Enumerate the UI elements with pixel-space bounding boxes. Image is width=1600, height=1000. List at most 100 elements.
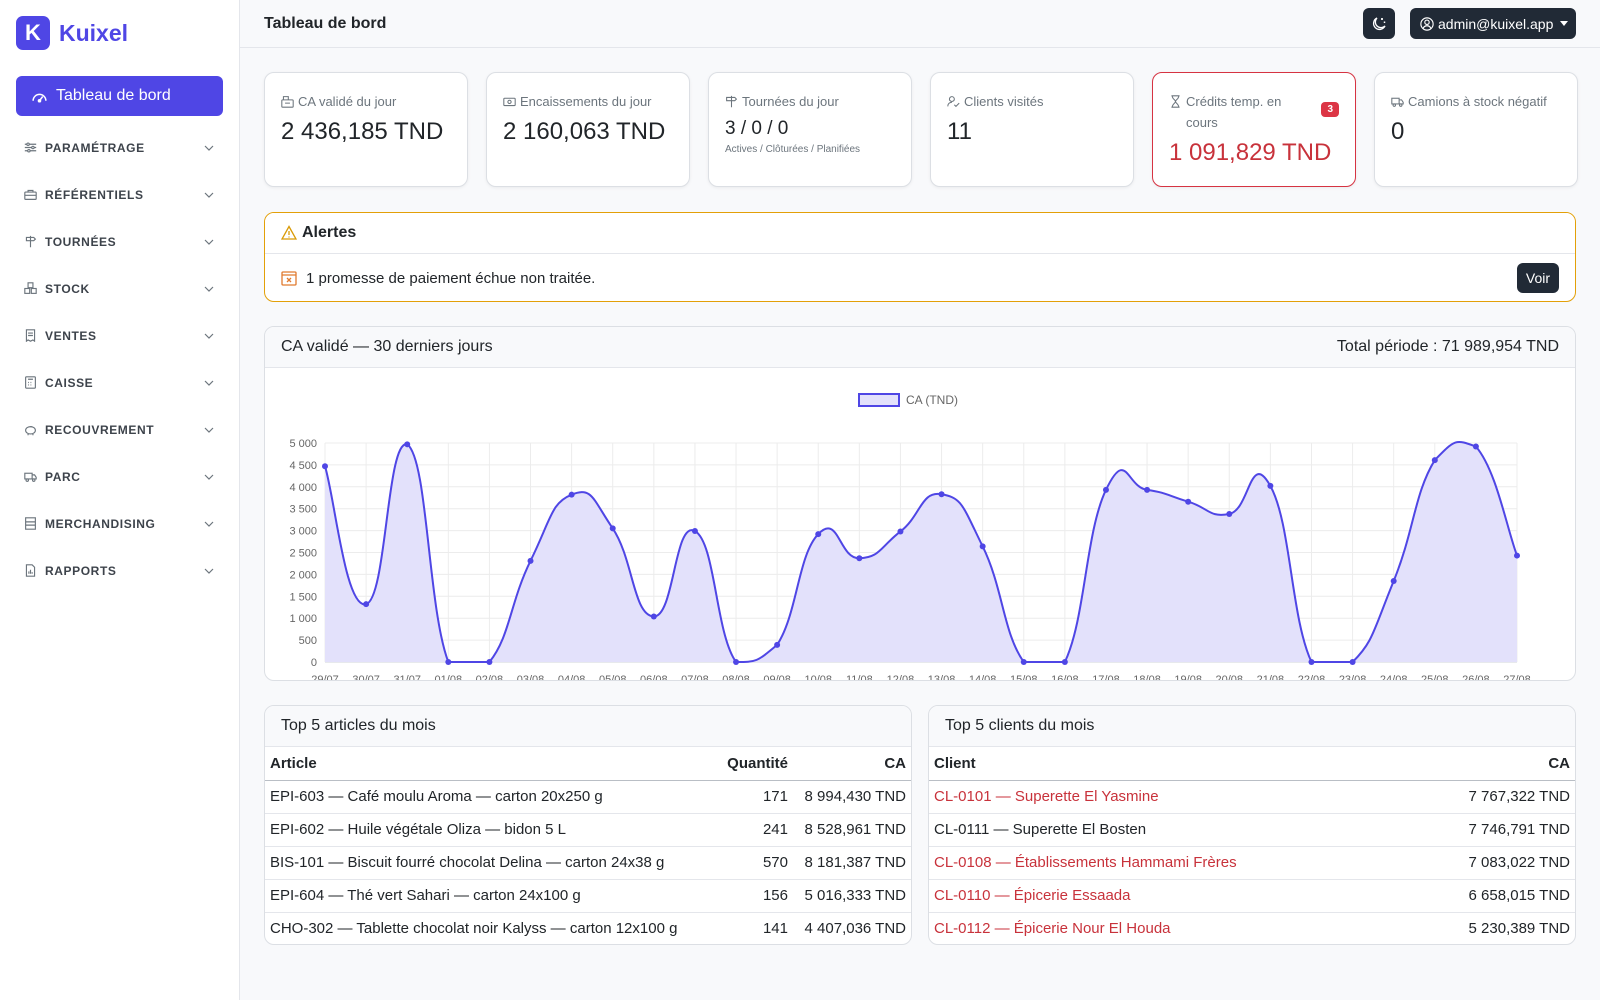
sidebar-nav: PARAMÉTRAGE RÉFÉRENTIELS TOURNÉES STOCK … (0, 124, 240, 594)
x-tick-label: 19/08 (1174, 674, 1202, 680)
truck-icon (1391, 97, 1404, 107)
client-link[interactable]: CL-0112 — Épicerie Nour El Houda (929, 912, 1435, 944)
calculator-icon (25, 376, 36, 389)
sidebar-item-parc[interactable]: PARC (0, 453, 240, 500)
sidebar-item-label: RAPPORTS (45, 563, 117, 578)
x-tick-label: 25/08 (1421, 674, 1449, 680)
article-cell: CHO-302 — Tablette chocolat noir Kalyss … (265, 912, 683, 944)
sidebar-item-ventes[interactable]: VENTES (0, 312, 240, 359)
voir-button[interactable]: Voir (1516, 263, 1559, 293)
sidebar-item-label: VENTES (45, 328, 97, 343)
kpi-label: Tournées du jour (742, 94, 839, 109)
x-tick-label: 01/08 (435, 674, 463, 680)
data-point (897, 528, 904, 535)
ca-cell: 5 230,389 TND (1435, 912, 1575, 944)
sidebar-item-caisse[interactable]: CAISSE (0, 359, 240, 406)
theme-toggle-button[interactable] (1363, 8, 1395, 39)
ca-chart-card: CA validé — 30 derniers jours Total péri… (264, 326, 1576, 681)
count-badge: 3 (1321, 102, 1339, 117)
sidebar-item-merchandising[interactable]: MERCHANDISING (0, 500, 240, 547)
table-row: CL-0101 — Superette El Yasmine 7 767,322 … (929, 780, 1575, 814)
article-cell: EPI-602 — Huile végétale Oliza — bidon 5… (265, 813, 683, 847)
column-header-client: Client (929, 747, 1435, 781)
ca-cell: 6 658,015 TND (1435, 879, 1575, 913)
legend-swatch (858, 393, 900, 407)
x-tick-label: 13/08 (928, 674, 956, 680)
data-point (774, 641, 781, 648)
x-tick-label: 03/08 (517, 674, 545, 680)
user-email: admin@kuixel.app (1438, 15, 1554, 32)
sidebar-item-parametrage[interactable]: PARAMÉTRAGE (0, 124, 240, 171)
ca-area-chart[interactable]: 0 500 1 000 1 500 2 000 2 500 3 000 3 500 4 000 4… (265, 368, 1575, 680)
x-tick-label: 05/08 (599, 674, 627, 680)
table-row: CL-0111 — Superette El Bosten 7 746,791 T… (929, 813, 1575, 847)
client-link[interactable]: CL-0108 — Établissements Hammami Frères (929, 846, 1435, 880)
briefcase-icon (24, 189, 37, 200)
kpi-label: Camions à stock négatif (1408, 94, 1547, 109)
data-point (1308, 659, 1315, 665)
cash-register-icon (281, 96, 294, 108)
y-tick-label: 2 000 (289, 569, 317, 581)
column-header-ca: CA (793, 747, 911, 781)
client-link[interactable]: CL-0110 — Épicerie Essaada (929, 879, 1435, 913)
x-tick-label: 24/08 (1380, 674, 1408, 680)
sidebar-item-label: TOURNÉES (45, 234, 117, 249)
hourglass-icon (1171, 95, 1180, 108)
table-row: CL-0112 — Épicerie Nour El Houda 5 230,38… (929, 912, 1575, 944)
sidebar-item-stock[interactable]: STOCK (0, 265, 240, 312)
kpi-card-tournees: Tournées du jour 3 / 0 / 0 Actives / Clô… (708, 72, 912, 187)
sidebar-item-tournees[interactable]: TOURNÉES (0, 218, 240, 265)
x-tick-label: 30/07 (352, 674, 380, 680)
data-point (568, 491, 575, 498)
ca-cell: 7 083,022 TND (1435, 846, 1575, 880)
page-title: Tableau de bord (264, 15, 387, 32)
brand[interactable]: K Kuixel (16, 16, 128, 50)
sidebar-item-dashboard[interactable]: Tableau de bord (16, 76, 223, 116)
article-cell: EPI-604 — Thé vert Sahari — carton 24x10… (265, 879, 683, 913)
kpi-label: Crédits temp. en cours (1186, 94, 1282, 130)
quantity-cell: 156 (683, 879, 793, 913)
x-tick-label: 17/08 (1092, 674, 1120, 680)
chart-total: Total période : 71 989,954 TND (1336, 338, 1559, 355)
x-tick-label: 07/08 (681, 674, 709, 680)
kpi-card-clients-visites: Clients visités 11 (930, 72, 1134, 187)
y-tick-label: 4 000 (289, 482, 317, 494)
column-header-ca: CA (1435, 747, 1575, 781)
top-clients-title: Top 5 clients du mois (945, 717, 1095, 734)
data-point (1431, 457, 1438, 464)
data-point (815, 531, 822, 538)
ca-cell: 4 407,036 TND (793, 912, 911, 944)
x-tick-label: 22/08 (1298, 674, 1326, 680)
x-tick-label: 20/08 (1216, 674, 1244, 680)
chevron-down-icon (204, 192, 214, 198)
sidebar-item-label: PARAMÉTRAGE (45, 140, 145, 155)
chevron-down-icon (204, 568, 214, 574)
column-header-article: Article (265, 747, 683, 781)
sidebar-item-label: RECOUVREMENT (45, 422, 155, 437)
column-header-quantite: Quantité (683, 747, 793, 781)
top-articles-title: Top 5 articles du mois (281, 717, 436, 734)
sidebar-item-recouvrement[interactable]: RECOUVREMENT (0, 406, 240, 453)
quantity-cell: 141 (683, 912, 793, 944)
y-tick-label: 1 500 (289, 591, 317, 603)
x-tick-label: 23/08 (1339, 674, 1367, 680)
user-menu-button[interactable]: admin@kuixel.app (1410, 8, 1576, 39)
sidebar-item-rapports[interactable]: RAPPORTS (0, 547, 240, 594)
y-tick-label: 5 000 (289, 438, 317, 450)
x-tick-label: 09/08 (763, 674, 791, 680)
chart-card-title: CA validé — 30 derniers jours (281, 338, 493, 355)
data-point (1267, 482, 1274, 489)
brand-logo: K (16, 16, 50, 50)
kpi-value: 1 091,829 TND (1169, 139, 1332, 166)
client-link[interactable]: CL-0101 — Superette El Yasmine (929, 780, 1435, 814)
article-cell: EPI-603 — Café moulu Aroma — carton 20x2… (265, 780, 683, 814)
x-tick-label: 21/08 (1257, 674, 1285, 680)
ca-cell: 5 016,333 TND (793, 879, 911, 913)
data-point (1061, 659, 1068, 665)
top-clients-card: Top 5 clients du mois Client CA CL-0101 … (928, 705, 1576, 945)
data-point (1185, 498, 1192, 505)
data-point (856, 555, 863, 562)
chevron-down-icon (204, 427, 214, 433)
sidebar-item-referentiels[interactable]: RÉFÉRENTIELS (0, 171, 240, 218)
data-point (1514, 552, 1520, 559)
